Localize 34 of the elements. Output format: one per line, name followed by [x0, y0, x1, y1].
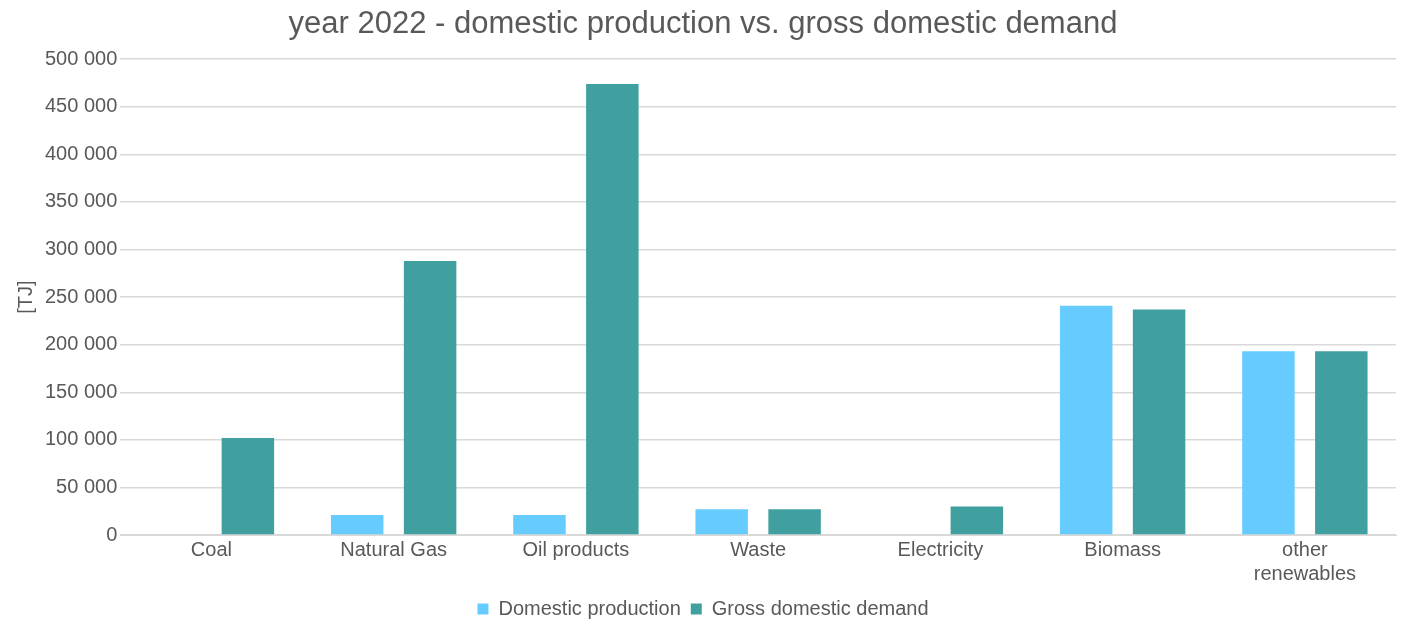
chart-title: year 2022 - domestic production vs. gross domestic demand	[288, 5, 1118, 41]
x-tick-label: Waste	[730, 537, 787, 560]
x-tick-label: Electricity	[897, 537, 984, 560]
bar	[330, 515, 384, 535]
y-tick-label: 500 000	[45, 46, 118, 69]
bar	[1132, 309, 1186, 535]
bar	[695, 509, 748, 535]
bar	[586, 83, 639, 535]
x-tick-label: other renewables	[1253, 537, 1357, 584]
y-tick-label: 300 000	[45, 237, 118, 260]
bar	[768, 509, 821, 535]
legend-label: Gross domestic demand	[711, 596, 929, 619]
y-tick-label: 0	[106, 522, 118, 545]
legend-label: Domestic production	[498, 596, 681, 619]
bar	[513, 515, 566, 535]
bar	[950, 506, 1004, 535]
x-tick-label: Coal	[190, 537, 232, 560]
y-tick-label: 100 000	[45, 427, 118, 450]
y-tick-label: 150 000	[45, 379, 118, 402]
y-tick-label: 450 000	[45, 94, 118, 117]
bar	[221, 437, 275, 535]
y-tick-label: 50 000	[56, 474, 118, 497]
y-axis-title: [TJ]	[13, 280, 36, 314]
bar	[1315, 351, 1368, 535]
bar	[403, 260, 457, 535]
bar	[1059, 305, 1113, 535]
x-tick-label: Oil products	[522, 537, 630, 560]
x-tick-label: Biomass	[1084, 537, 1161, 560]
bar	[1242, 351, 1295, 535]
y-tick-label: 200 000	[45, 332, 118, 355]
y-tick-label: 400 000	[45, 141, 118, 164]
x-tick-label: Natural Gas	[340, 537, 448, 560]
y-tick-label: 350 000	[45, 189, 118, 212]
y-tick-label: 250 000	[45, 284, 118, 307]
